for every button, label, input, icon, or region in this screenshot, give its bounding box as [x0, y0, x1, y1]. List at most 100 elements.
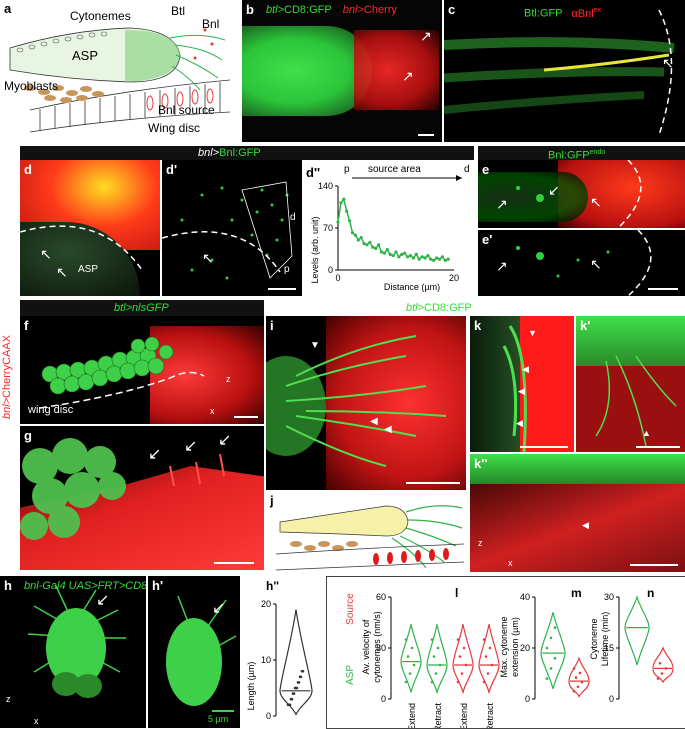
lifetime-point — [660, 672, 664, 675]
myoblasts-label: Myoblasts — [4, 79, 58, 93]
profile-point — [414, 252, 418, 256]
profile-point — [394, 250, 398, 254]
panel-e1: e' ↗ ↖ — [478, 230, 685, 296]
btl-driver: btl> — [266, 4, 285, 16]
arrowhead-icon: ◀ — [518, 386, 525, 396]
extension-y-tick-label: 0 — [525, 694, 530, 704]
panel-h-title: bnl-Gal4 UAS>FRT>CD8:GFP — [24, 580, 146, 592]
profile-chart: p source area d Levels (arb. unit) Dista… — [310, 164, 470, 292]
arrow-icon: ↙ — [218, 432, 232, 449]
scale-bar — [418, 134, 434, 136]
velocity-point — [460, 672, 464, 675]
velocity-violin — [426, 624, 448, 695]
length-point — [288, 703, 292, 707]
profile-point — [336, 220, 340, 224]
length-ylabel: Length (µm) — [246, 662, 256, 711]
velocity-y-tick-label: 0 — [381, 694, 386, 704]
length-point — [301, 669, 305, 673]
scale-bar — [214, 562, 254, 564]
scale-bar — [630, 564, 678, 566]
arrow-icon: ↖ — [202, 250, 214, 266]
velocity-y-tick-label: 30 — [376, 643, 386, 653]
velocity-point — [438, 663, 442, 667]
velocity-point — [462, 646, 466, 650]
velocity-point — [456, 638, 460, 641]
scale-bar — [648, 288, 678, 290]
panel-g: g ↙ ↙ ↙ — [20, 426, 264, 570]
panel-h2: h'' Length (µm) 0 10 20 — [242, 576, 322, 728]
bnl-source-cells — [146, 88, 214, 111]
scale-bar — [268, 288, 296, 290]
length-y-tick-label: 20 — [261, 599, 271, 609]
profile-point — [429, 257, 433, 261]
profile-point — [385, 248, 389, 252]
panel-k1-label: k' — [580, 318, 591, 333]
source-legend: Source — [345, 593, 356, 625]
length-point — [290, 697, 294, 701]
length-y-tick-label: 0 — [266, 711, 271, 721]
panel-n-label: n — [647, 586, 654, 600]
bnl-label: Bnl — [202, 17, 219, 31]
velocity-point — [432, 655, 436, 658]
panel-g-label: g — [24, 428, 32, 443]
panel-m-label: m — [571, 586, 582, 600]
extension-point — [572, 667, 576, 670]
wing-disc-label: Wing disc — [148, 121, 200, 135]
velocity-point — [458, 655, 462, 658]
arrow-icon: ↖ — [40, 246, 52, 262]
arrowhead-icon: ▼ — [528, 328, 537, 338]
profile-point — [359, 236, 363, 240]
velocity-violin — [452, 624, 474, 695]
velocity-point — [436, 646, 440, 650]
profile-point — [420, 255, 424, 259]
velocity-point — [404, 638, 408, 641]
arrow-icon: ↗ — [496, 258, 508, 274]
panel-c-label: c — [448, 2, 456, 17]
scale-bar — [234, 416, 258, 418]
arrow-icon: ↖ — [56, 264, 68, 280]
panel-b-label: b — [246, 2, 254, 17]
profile-point — [356, 238, 360, 242]
extension-point — [545, 646, 549, 650]
scale-bar — [212, 710, 234, 712]
arrow-icon: ↙ — [212, 600, 226, 617]
arrow-icon: ↖ — [662, 55, 674, 71]
profile-point — [443, 258, 447, 262]
cytonemes — [169, 34, 226, 91]
axis-z-label: z — [6, 694, 11, 704]
velocity-violin — [478, 624, 500, 695]
panel-d-label: d — [24, 162, 32, 177]
lifetime-point — [664, 667, 668, 670]
axis-z-label: z — [226, 374, 231, 384]
panel-j: j — [266, 492, 466, 572]
lifetime-ylabel: CytonemeLifetime (min) — [589, 612, 610, 667]
extension-violin-asp — [540, 612, 566, 689]
panel-d2-label: d'' — [306, 165, 321, 180]
profile-point — [368, 240, 372, 244]
velocity-point — [486, 672, 490, 675]
axis-x-label: x — [34, 716, 39, 726]
side-label: bnl>CherryCAAX — [1, 334, 13, 420]
panel-d-header: bnl>Bnl:GFP — [20, 146, 474, 160]
profile-point — [397, 255, 401, 259]
myoblasts-cells — [24, 85, 104, 103]
extension-point — [549, 636, 553, 640]
panel-e: e ↗ ↙ ↖ — [478, 160, 685, 228]
profile-line — [337, 197, 449, 262]
velocity-point — [484, 655, 488, 658]
scale-bar — [636, 446, 680, 448]
profile-point — [408, 254, 413, 258]
arrowhead-icon: ◀ — [384, 424, 392, 435]
lifetime-point — [658, 662, 662, 665]
extension-violin-source — [568, 656, 590, 698]
asp-legend: ASP — [345, 665, 356, 685]
velocity-point — [410, 646, 414, 650]
panel-h: h bnl-Gal4 UAS>FRT>CD8:GFP ↙ z x — [0, 576, 146, 728]
profile-point — [411, 256, 415, 260]
profile-point — [339, 201, 343, 205]
arrow-icon: ↖ — [590, 256, 602, 272]
profile-point — [406, 255, 410, 259]
panel-lmn: Source ASP l Av. velocity ofcytonemes (n… — [326, 576, 685, 729]
proximal-label: p — [284, 264, 290, 275]
length-point — [292, 692, 296, 695]
